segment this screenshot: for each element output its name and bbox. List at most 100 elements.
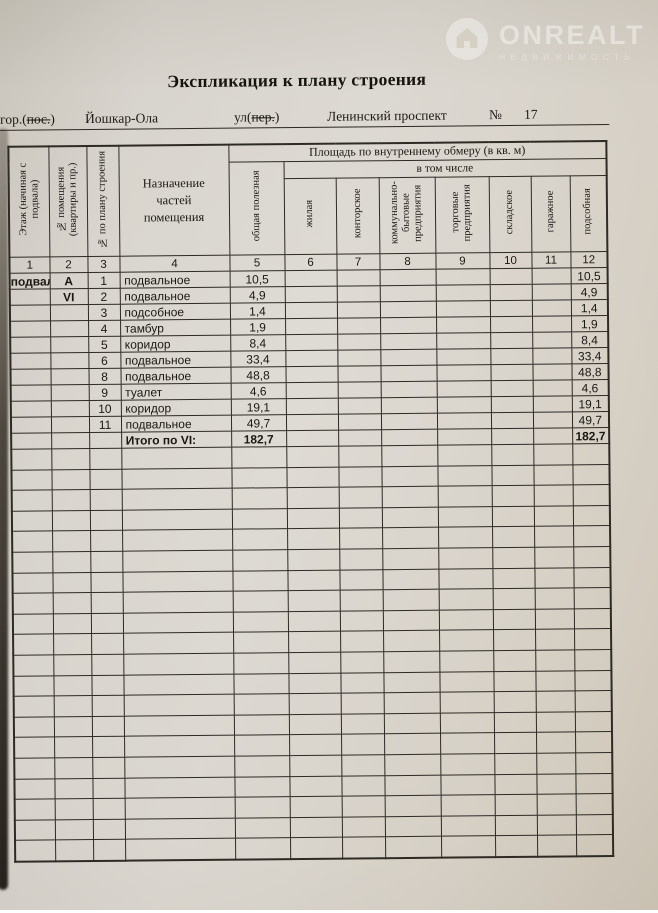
city-label: гор.(пос.) — [0, 111, 55, 127]
cell-trade — [438, 547, 493, 569]
cell-communal — [380, 413, 438, 430]
cell-office — [337, 365, 381, 383]
cell-garage — [532, 331, 572, 349]
cell-office — [338, 445, 382, 467]
cell-floor — [13, 696, 54, 717]
cell-plan-no — [89, 448, 122, 470]
cell-unit-no — [55, 839, 94, 862]
cell-unit-no — [52, 592, 91, 614]
cell-communal — [384, 815, 442, 837]
cell-trade — [441, 835, 496, 858]
cell-communal — [382, 589, 439, 611]
cell-living — [287, 549, 340, 571]
cell-total-area — [233, 693, 289, 715]
cell-purpose: туалет — [120, 383, 231, 401]
cell-office — [341, 795, 385, 817]
cell-total-area — [232, 570, 288, 592]
cell-trade — [435, 300, 491, 318]
cell-unit-no — [50, 336, 89, 353]
cell-floor — [10, 320, 51, 338]
cell-auxiliary: 1,9 — [571, 315, 609, 332]
cell-storage — [490, 316, 533, 333]
cell-living — [289, 775, 342, 797]
cell-office — [339, 589, 383, 611]
cell-living — [289, 796, 342, 818]
cell-auxiliary — [574, 649, 612, 671]
cell-purpose — [123, 673, 234, 696]
page-edge-shadow — [0, 128, 8, 890]
cell-floor — [12, 613, 54, 635]
cell-trade — [440, 815, 496, 837]
cell-office — [340, 651, 384, 673]
cell-plan-no — [90, 612, 124, 634]
cell-plan-no: 6 — [88, 352, 121, 369]
cell-communal — [379, 301, 437, 318]
cell-floor — [10, 416, 52, 434]
cell-living — [289, 755, 342, 777]
cell-storage — [491, 506, 535, 528]
cell-communal — [381, 465, 438, 487]
cell-storage — [490, 380, 533, 397]
cell-living — [285, 366, 338, 383]
cell-total-area — [232, 529, 288, 551]
cell-total-area — [234, 755, 290, 777]
cell-auxiliary: 182,7 — [572, 427, 610, 444]
cell-garage — [532, 347, 572, 365]
cell-office — [337, 317, 381, 335]
cell-purpose — [124, 776, 235, 799]
cell-trade — [439, 671, 494, 693]
cell-total-area — [233, 631, 289, 654]
cell-unit-no — [53, 695, 92, 717]
address-line: гор.(пос.) Йошкар-Ола ул(пер.) Ленинский… — [0, 101, 610, 131]
column-header-total-area: общая полезная — [228, 161, 285, 256]
cell-total-area — [235, 837, 291, 860]
column-header-auxiliary: подсобная — [569, 175, 608, 252]
cell-communal — [383, 712, 441, 735]
cell-total-area — [231, 467, 287, 489]
cell-purpose — [123, 632, 234, 655]
cell-total-area — [231, 487, 287, 509]
cell-floor — [12, 572, 53, 594]
cell-floor — [14, 778, 55, 800]
cell-living — [289, 734, 342, 756]
cell-floor — [11, 469, 52, 491]
cell-floor — [11, 510, 53, 532]
column-header-storage: складское — [488, 176, 532, 253]
cell-living — [285, 318, 338, 335]
cell-storage — [494, 773, 537, 795]
cell-unit-no — [53, 654, 92, 676]
cell-trade — [440, 753, 495, 775]
cell-garage — [535, 691, 575, 712]
cell-storage — [494, 794, 537, 816]
cell-office — [336, 285, 380, 303]
cell-purpose — [122, 550, 233, 572]
cell-office — [337, 381, 381, 399]
cell-auxiliary: 4,6 — [571, 379, 609, 396]
cell-office — [338, 429, 382, 447]
cell-total-area: 1,9 — [230, 318, 286, 336]
cell-plan-no — [92, 777, 125, 799]
cell-plan-no — [89, 509, 123, 531]
cell-total-area — [232, 549, 288, 571]
cell-garage — [532, 411, 573, 429]
cell-garage — [535, 649, 575, 671]
cell-storage — [490, 364, 533, 381]
cell-living — [287, 569, 340, 591]
cell-unit-no — [54, 778, 93, 799]
column-header-living: жилая — [283, 178, 337, 255]
cell-total-area: 182,7 — [231, 430, 287, 448]
cell-trade — [435, 268, 490, 286]
cell-office — [336, 301, 381, 319]
cell-trade — [437, 506, 493, 528]
cell-purpose — [123, 714, 235, 737]
cell-garage — [534, 567, 574, 589]
cell-total-area — [231, 446, 287, 468]
cell-garage — [536, 793, 576, 815]
cell-communal — [383, 651, 440, 673]
cell-trade — [438, 527, 493, 549]
cell-floor — [14, 819, 56, 841]
cell-storage — [490, 332, 533, 349]
cell-living — [287, 528, 340, 550]
cell-unit-no — [50, 416, 90, 433]
cell-auxiliary — [574, 711, 613, 733]
